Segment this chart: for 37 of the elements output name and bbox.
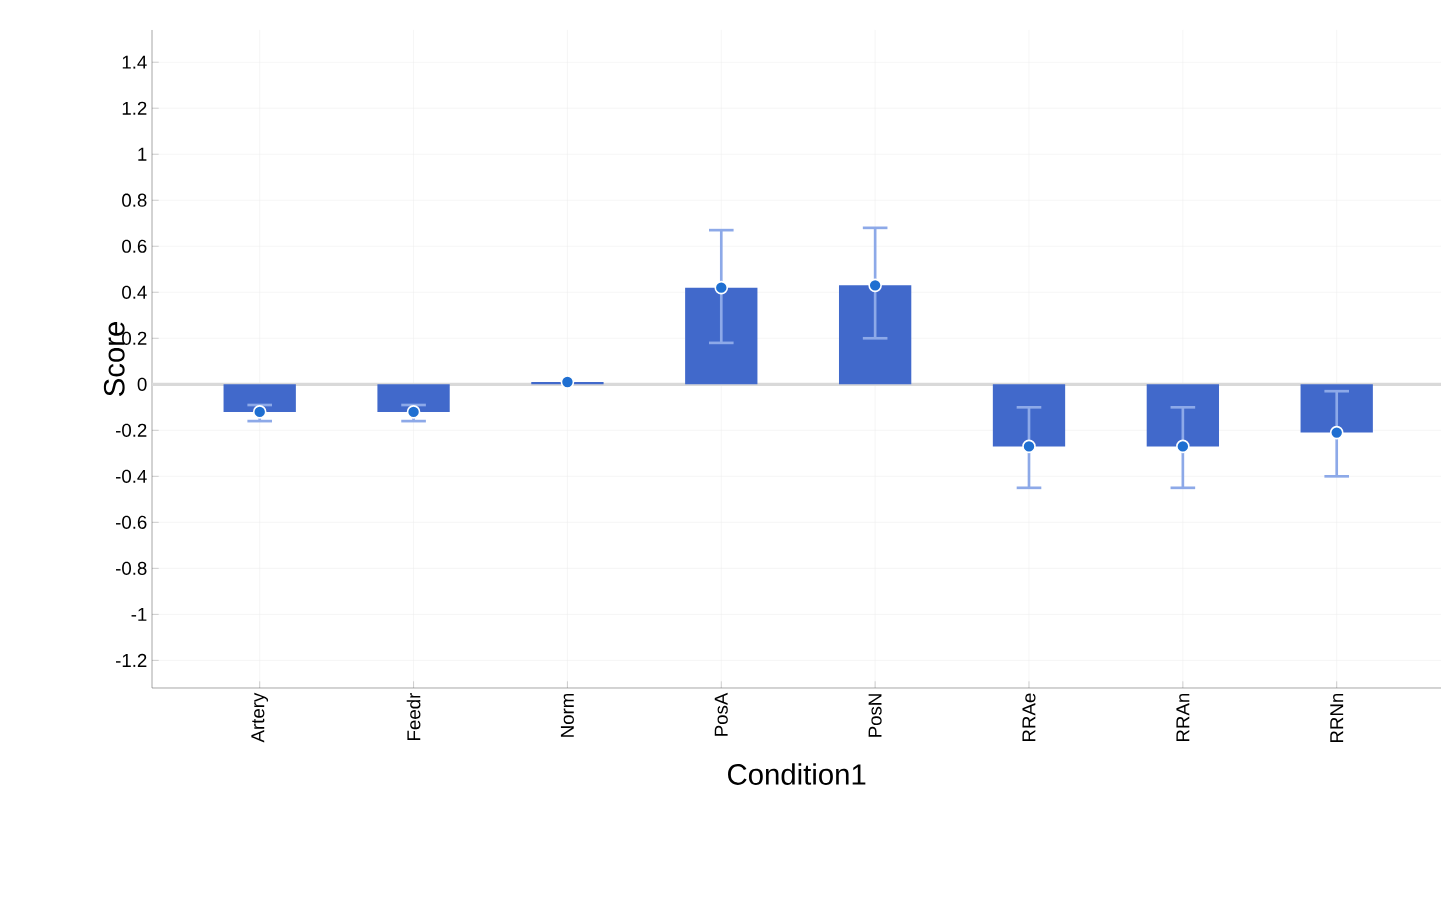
y-tick-label: -0.8 <box>115 561 147 575</box>
point <box>1022 439 1036 454</box>
bar <box>838 285 912 385</box>
bar <box>685 287 758 385</box>
y-tick-label: 0.8 <box>122 193 147 207</box>
bar <box>1146 384 1220 447</box>
y-tick-label: 0 <box>137 377 147 391</box>
bar <box>223 384 296 412</box>
x-tick-label: Norm <box>560 693 574 737</box>
x-tick-label: RRAn <box>1176 693 1190 741</box>
y-tick-label: -0.6 <box>115 515 147 529</box>
y-tick-label: 0.6 <box>122 239 147 253</box>
x-tick-label: PosN <box>868 694 882 737</box>
point <box>560 375 575 389</box>
bar <box>377 384 450 412</box>
point <box>1329 425 1344 440</box>
bar <box>992 384 1066 447</box>
bar <box>1300 384 1373 433</box>
y-tick-label: -1 <box>131 607 147 621</box>
point <box>406 405 421 419</box>
x-tick-label: Artery <box>251 692 269 743</box>
x-tick-label: RRAe <box>1022 693 1036 741</box>
y-tick-label: -1.2 <box>115 653 147 667</box>
x-tick-label: Feedr <box>406 693 421 740</box>
y-tick-label: 1.2 <box>122 101 147 115</box>
point <box>714 280 729 295</box>
y-tick-label: 0.4 <box>122 285 147 299</box>
point <box>868 278 882 293</box>
y-tick-label: -0.4 <box>115 469 147 483</box>
y-tick-label: 1.4 <box>122 55 147 69</box>
x-tick-label: RRNn <box>1330 693 1344 742</box>
x-tick-label: PosA <box>714 692 728 736</box>
x-axis-title: Condition1 <box>728 763 866 785</box>
y-tick-label: 1 <box>138 147 147 161</box>
y-tick-label: -0.2 <box>115 423 147 437</box>
point <box>252 405 267 419</box>
point <box>1176 439 1190 454</box>
